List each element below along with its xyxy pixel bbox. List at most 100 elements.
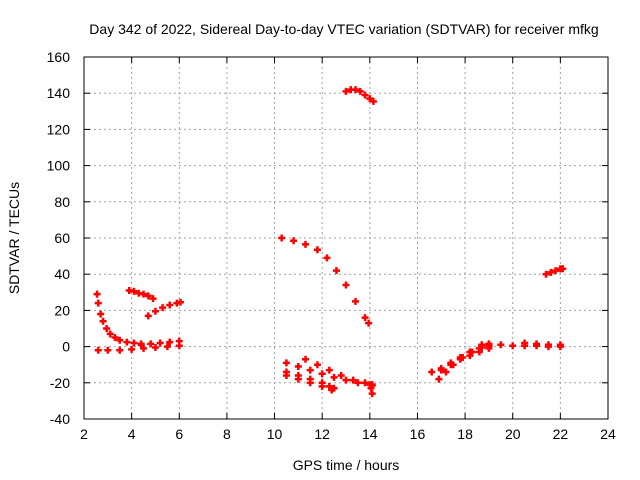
data-point-marker	[325, 382, 333, 390]
x-axis-label: GPS time / hours	[293, 457, 400, 473]
data-point-marker	[318, 382, 326, 390]
data-point-marker	[447, 361, 455, 369]
data-point-marker	[361, 314, 369, 322]
data-point-marker	[323, 254, 331, 262]
data-point-marker	[111, 334, 119, 342]
data-point-marker	[342, 281, 350, 289]
data-point-marker	[97, 310, 105, 318]
data-point-marker	[166, 301, 174, 309]
data-point-marker	[282, 359, 290, 367]
y-tick-label: 20	[54, 302, 70, 318]
series-arc-10h-high	[278, 234, 373, 327]
data-point-marker	[369, 97, 377, 105]
x-tick-label: 10	[267, 426, 283, 442]
data-point-marker	[140, 344, 148, 352]
data-point-marker	[521, 339, 529, 347]
series-arc-21h-high	[542, 265, 567, 278]
data-point-marker	[356, 87, 364, 95]
data-point-marker	[104, 346, 112, 354]
data-point-marker	[352, 86, 360, 94]
data-point-marker	[302, 240, 310, 248]
data-point-marker	[533, 340, 541, 348]
series-arc-flat-early	[94, 342, 183, 354]
data-point-marker	[282, 372, 290, 380]
data-point-marker	[468, 348, 476, 356]
x-tick-label: 2	[80, 426, 88, 442]
grid	[84, 57, 608, 419]
data-point-marker	[128, 345, 136, 353]
data-point-marker	[349, 376, 357, 384]
data-point-marker	[342, 376, 350, 384]
data-markers	[93, 86, 567, 398]
data-point-marker	[337, 372, 345, 380]
data-point-marker	[149, 295, 157, 303]
data-point-marker	[94, 346, 102, 354]
data-point-marker	[306, 379, 314, 387]
y-tick-label: 140	[47, 85, 71, 101]
y-tick-label: 60	[54, 230, 70, 246]
x-tick-label: 16	[410, 426, 426, 442]
data-point-marker	[552, 267, 560, 275]
x-tick-label: 14	[362, 426, 378, 442]
data-point-marker	[332, 267, 340, 275]
data-point-marker	[352, 297, 360, 305]
series-arc-11h-low-c	[282, 372, 336, 394]
data-point-marker	[123, 338, 131, 346]
x-tick-label: 8	[223, 426, 231, 442]
data-point-marker	[94, 299, 102, 307]
data-point-marker	[318, 370, 326, 378]
y-tick-label: 40	[54, 266, 70, 282]
data-point-marker	[435, 375, 443, 383]
data-point-marker	[365, 319, 373, 327]
plot-frame	[83, 56, 609, 420]
data-point-marker	[278, 234, 286, 242]
series-arc-flat-early-2	[137, 337, 183, 349]
series-arc-20h-flat	[521, 339, 564, 349]
data-point-marker	[475, 348, 483, 356]
series-arc-5h-rise	[144, 298, 184, 320]
data-point-marker	[302, 355, 310, 363]
data-point-marker	[130, 339, 138, 347]
y-tick-label: 0	[62, 339, 70, 355]
data-point-marker	[137, 341, 145, 349]
data-point-marker	[361, 91, 369, 99]
data-point-marker	[478, 341, 486, 349]
data-point-marker	[116, 346, 124, 354]
x-tick-label: 4	[128, 426, 136, 442]
y-tick-label: -20	[50, 375, 70, 391]
data-point-marker	[542, 270, 550, 278]
x-tick-label: 18	[457, 426, 473, 442]
data-point-marker	[437, 366, 445, 374]
x-tick-label: 22	[553, 426, 569, 442]
axis-ticks: 2 4 6 8 10 12 14 16 18 20 22 24-40-2002040608010012…	[47, 49, 616, 442]
data-point-marker	[175, 337, 183, 345]
series-arc-13h-peak	[342, 86, 377, 105]
data-point-marker	[130, 287, 138, 295]
data-point-marker	[485, 340, 493, 348]
data-point-marker	[147, 340, 155, 348]
x-tick-label: 20	[505, 426, 521, 442]
data-point-marker	[140, 290, 148, 298]
data-point-marker	[325, 366, 333, 374]
data-point-marker	[93, 290, 101, 298]
data-point-marker	[354, 379, 362, 387]
data-point-marker	[361, 379, 369, 387]
data-point-marker	[103, 325, 111, 332]
data-point-marker	[144, 292, 152, 300]
y-tick-label: 120	[47, 121, 71, 137]
x-tick-label: 12	[314, 426, 330, 442]
data-point-marker	[497, 341, 505, 349]
data-point-marker	[151, 344, 159, 352]
data-point-marker	[156, 339, 164, 347]
data-point-marker	[342, 87, 350, 95]
data-point-marker	[144, 312, 152, 320]
data-point-marker	[559, 265, 567, 273]
data-point-marker	[176, 298, 184, 306]
data-point-marker	[306, 366, 314, 374]
y-tick-label: 80	[54, 194, 70, 210]
data-point-marker	[456, 355, 464, 363]
data-point-marker	[442, 368, 450, 376]
data-point-marker	[509, 342, 517, 350]
data-point-marker	[544, 341, 552, 349]
